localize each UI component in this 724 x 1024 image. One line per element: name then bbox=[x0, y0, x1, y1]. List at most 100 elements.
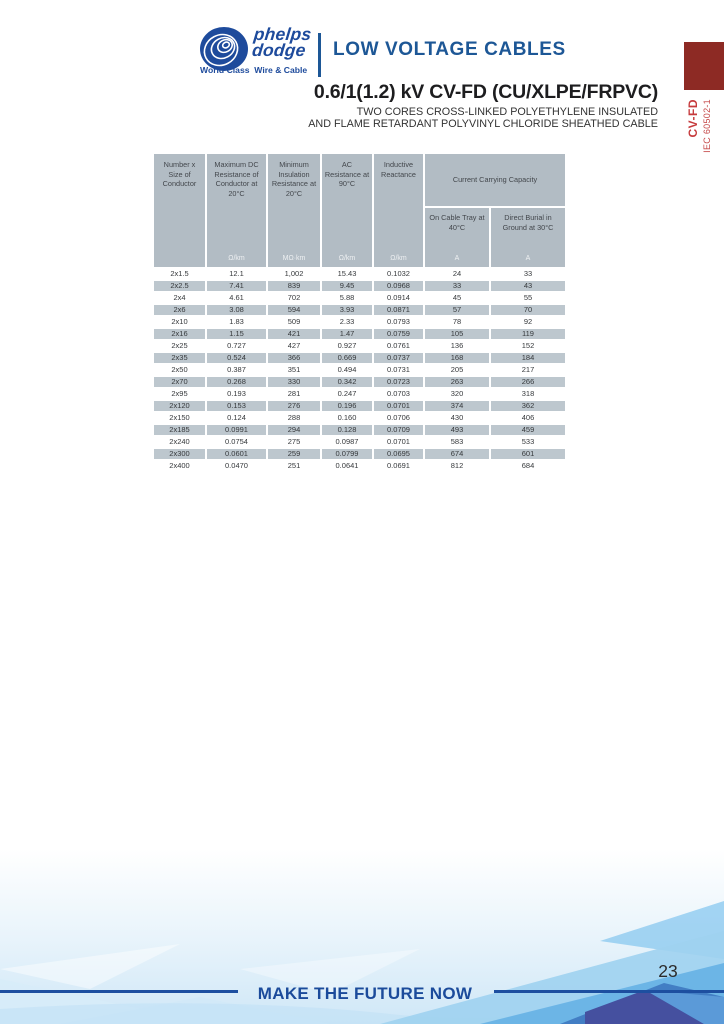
table-cell: 2x120 bbox=[154, 401, 205, 411]
table-cell: 1.15 bbox=[207, 329, 266, 339]
table-cell: 366 bbox=[268, 353, 320, 363]
spec-table-head: Number x Size of Conductor Maximum DC Re… bbox=[154, 154, 565, 267]
brand-wordmark-line2: dodge bbox=[251, 39, 307, 60]
unit-direct-burial: A bbox=[525, 255, 531, 262]
header-ac-resistance-label: AC Resistance at 90°C bbox=[324, 160, 370, 188]
brand-separator bbox=[318, 33, 321, 77]
table-cell: 2x35 bbox=[154, 353, 205, 363]
header-direct-burial-label: Direct Burial in Ground at 30°C bbox=[502, 213, 554, 232]
product-subtitle-line2: AND FLAME RETARDANT POLYVINYL CHLORIDE S… bbox=[308, 118, 658, 130]
product-title: 0.6/1(1.2) kV CV-FD (CU/XLPE/FRPVC) bbox=[313, 81, 658, 103]
header-conductor-size: Number x Size of Conductor bbox=[154, 154, 205, 267]
table-cell: 2x1.5 bbox=[154, 269, 205, 279]
table-row: 2x25 0.727 427 0.927 0.0761 136 152 bbox=[154, 341, 565, 351]
footer-slogan: MAKE THE FUTURE NOW bbox=[257, 984, 473, 1003]
table-cell: 0.1032 bbox=[374, 269, 423, 279]
slogan-line-right bbox=[494, 990, 724, 993]
table-cell: 0.196 bbox=[322, 401, 372, 411]
table-cell: 0.0761 bbox=[374, 341, 423, 351]
table-cell: 0.0701 bbox=[374, 401, 423, 411]
table-cell: 493 bbox=[425, 425, 489, 435]
table-row: 2x70 0.268 330 0.342 0.0723 263 266 bbox=[154, 377, 565, 387]
table-cell: 2x150 bbox=[154, 413, 205, 423]
table-cell: 33 bbox=[425, 281, 489, 291]
table-cell: 0.0695 bbox=[374, 449, 423, 459]
table-cell: 3.08 bbox=[207, 305, 266, 315]
table-cell: 281 bbox=[268, 389, 320, 399]
table-cell: 427 bbox=[268, 341, 320, 351]
table-cell: 533 bbox=[491, 437, 565, 447]
table-row: 2x400 0.0470 251 0.0641 0.0691 812 684 bbox=[154, 461, 565, 471]
table-cell: 459 bbox=[491, 425, 565, 435]
table-row: 2x35 0.524 366 0.669 0.0737 168 184 bbox=[154, 353, 565, 363]
table-cell: 217 bbox=[491, 365, 565, 375]
table-cell: 2x10 bbox=[154, 317, 205, 327]
table-cell: 330 bbox=[268, 377, 320, 387]
table-cell: 702 bbox=[268, 293, 320, 303]
table-cell: 0.0793 bbox=[374, 317, 423, 327]
table-cell: 509 bbox=[268, 317, 320, 327]
unit-insulation-resistance: MΩ·km bbox=[282, 255, 306, 262]
unit-cable-tray: A bbox=[454, 255, 460, 262]
table-cell: 2x300 bbox=[154, 449, 205, 459]
table-cell: 351 bbox=[268, 365, 320, 375]
table-row: 2x4 4.61 702 5.88 0.0914 45 55 bbox=[154, 293, 565, 303]
table-row: 2x6 3.08 594 3.93 0.0871 57 70 bbox=[154, 305, 565, 315]
table-cell: 57 bbox=[425, 305, 489, 315]
table-cell: 259 bbox=[268, 449, 320, 459]
header-row-main: Number x Size of Conductor Maximum DC Re… bbox=[154, 154, 565, 267]
table-cell: 33 bbox=[491, 269, 565, 279]
table-cell: 812 bbox=[425, 461, 489, 471]
table-cell: 0.0799 bbox=[322, 449, 372, 459]
header-row-sub: On Cable Tray at 40°C A Direct Burial in… bbox=[154, 208, 565, 267]
table-cell: 0.0706 bbox=[374, 413, 423, 423]
table-cell: 2x16 bbox=[154, 329, 205, 339]
table-cell: 0.494 bbox=[322, 365, 372, 375]
table-row: 2x150 0.124 288 0.160 0.0706 430 406 bbox=[154, 413, 565, 423]
table-cell: 152 bbox=[491, 341, 565, 351]
table-cell: 1.83 bbox=[207, 317, 266, 327]
table-cell: 55 bbox=[491, 293, 565, 303]
table-row: 2x10 1.83 509 2.33 0.0793 78 92 bbox=[154, 317, 565, 327]
table-cell: 406 bbox=[491, 413, 565, 423]
table-cell: 275 bbox=[268, 437, 320, 447]
footer-artwork bbox=[0, 849, 724, 1024]
table-cell: 0.193 bbox=[207, 389, 266, 399]
table-cell: 0.0723 bbox=[374, 377, 423, 387]
table-cell: 2x185 bbox=[154, 425, 205, 435]
table-cell: 0.0703 bbox=[374, 389, 423, 399]
table-cell: 184 bbox=[491, 353, 565, 363]
header-cable-tray-label: On Cable Tray at 40°C bbox=[429, 213, 485, 232]
table-cell: 421 bbox=[268, 329, 320, 339]
table-cell: 2x95 bbox=[154, 389, 205, 399]
side-tab-code: CV-FD bbox=[686, 99, 700, 138]
table-cell: 374 bbox=[425, 401, 489, 411]
table-cell: 0.0641 bbox=[322, 461, 372, 471]
phelps-dodge-globe-icon bbox=[200, 27, 248, 71]
page-number: 23 bbox=[658, 961, 678, 981]
table-row: 2x2.5 7.41 839 9.45 0.0968 33 43 bbox=[154, 281, 565, 291]
unit-inductive-reactance: Ω/km bbox=[390, 255, 407, 262]
table-cell: 0.524 bbox=[207, 353, 266, 363]
unit-dc-resistance: Ω/km bbox=[228, 255, 245, 262]
table-cell: 2x6 bbox=[154, 305, 205, 315]
table-cell: 12.1 bbox=[207, 269, 266, 279]
table-cell: 583 bbox=[425, 437, 489, 447]
table-cell: 105 bbox=[425, 329, 489, 339]
table-cell: 7.41 bbox=[207, 281, 266, 291]
table-cell: 0.247 bbox=[322, 389, 372, 399]
table-cell: 0.0914 bbox=[374, 293, 423, 303]
table-cell: 9.45 bbox=[322, 281, 372, 291]
table-cell: 318 bbox=[491, 389, 565, 399]
table-cell: 78 bbox=[425, 317, 489, 327]
header-ac-resistance: AC Resistance at 90°C Ω/km bbox=[322, 154, 372, 267]
table-row: 2x50 0.387 351 0.494 0.0731 205 217 bbox=[154, 365, 565, 375]
header-dc-resistance: Maximum DC Resistance of Conductor at 20… bbox=[207, 154, 266, 267]
slogan-line-left bbox=[0, 990, 238, 993]
table-cell: 0.0759 bbox=[374, 329, 423, 339]
header-insulation-resistance: Minimum Insulation Resistance at 20°C MΩ… bbox=[268, 154, 320, 267]
table-cell: 0.0601 bbox=[207, 449, 266, 459]
unit-ac-resistance: Ω/km bbox=[338, 255, 356, 262]
spec-table: Number x Size of Conductor Maximum DC Re… bbox=[152, 152, 567, 473]
